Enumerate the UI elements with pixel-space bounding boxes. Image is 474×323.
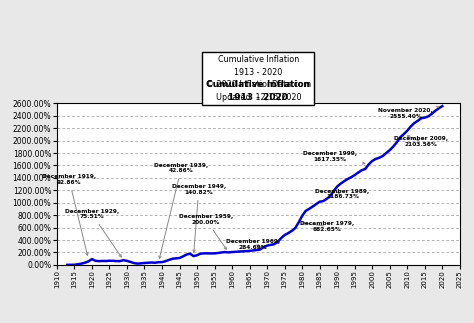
Text: Cumulative Inflation
1913 - 2020
© 2020 InflationData.com
Updated  12/15/2020: Cumulative Inflation 1913 - 2020 © 2020 …	[206, 55, 311, 102]
Text: November 2020,
2555.40%: November 2020, 2555.40%	[378, 106, 438, 119]
Text: December 1989,
1186.73%: December 1989, 1186.73%	[315, 189, 369, 199]
Text: Cumulative Inflation
1913 - 2020: Cumulative Inflation 1913 - 2020	[206, 80, 310, 102]
Text: December 1969,
284.69%: December 1969, 284.69%	[226, 239, 280, 250]
Text: December 1949,
140.82%: December 1949, 140.82%	[172, 184, 226, 252]
Text: December 1959,
200.00%: December 1959, 200.00%	[179, 214, 233, 249]
Text: December 1939,
42.86%: December 1939, 42.86%	[154, 162, 208, 258]
Text: December 1979,
682.65%: December 1979, 682.65%	[300, 221, 354, 232]
Text: December 1999,
1617.35%: December 1999, 1617.35%	[303, 151, 365, 164]
Text: December 2009,
2103.56%: December 2009, 2103.56%	[394, 136, 448, 147]
Text: December 1919,
92.86%: December 1919, 92.86%	[42, 174, 96, 255]
Text: December 1929,
75.51%: December 1929, 75.51%	[65, 209, 121, 257]
